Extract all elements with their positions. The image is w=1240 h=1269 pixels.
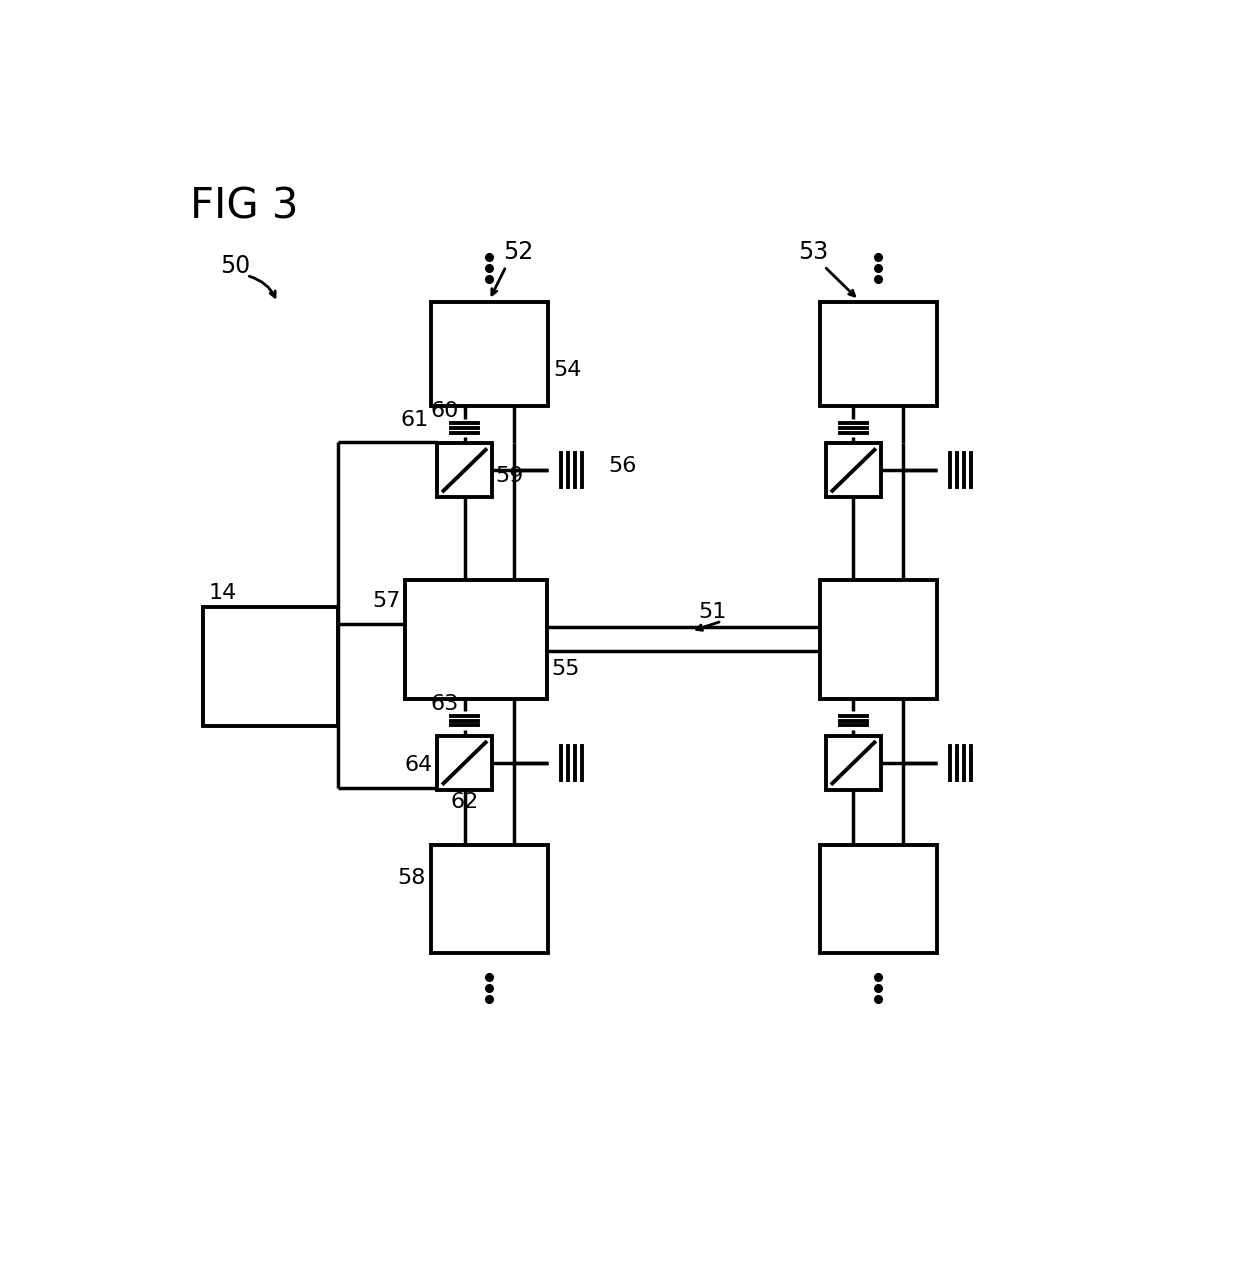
Bar — [826, 443, 882, 497]
Text: 63: 63 — [430, 694, 459, 713]
Text: 61: 61 — [401, 410, 429, 430]
Text: 59: 59 — [495, 466, 523, 486]
Text: 51: 51 — [698, 602, 727, 622]
Text: 64: 64 — [404, 755, 433, 775]
Text: 62: 62 — [450, 792, 479, 812]
Text: 14: 14 — [208, 582, 237, 603]
Bar — [432, 302, 548, 406]
Text: 50: 50 — [219, 254, 250, 278]
Text: 56: 56 — [609, 457, 637, 476]
Bar — [821, 580, 937, 699]
Text: FIG 3: FIG 3 — [191, 185, 299, 227]
Text: 60: 60 — [430, 401, 459, 421]
Text: 52: 52 — [503, 240, 533, 264]
Bar — [821, 302, 937, 406]
Bar — [821, 845, 937, 953]
Bar — [436, 443, 492, 497]
Bar — [432, 845, 548, 953]
Bar — [404, 580, 547, 699]
Text: 55: 55 — [552, 659, 580, 679]
Text: 57: 57 — [372, 591, 401, 612]
Text: 53: 53 — [797, 240, 828, 264]
Text: 58: 58 — [397, 868, 425, 887]
Text: 54: 54 — [553, 360, 582, 379]
Bar — [826, 736, 882, 789]
Bar — [436, 736, 492, 789]
Bar — [203, 607, 337, 726]
